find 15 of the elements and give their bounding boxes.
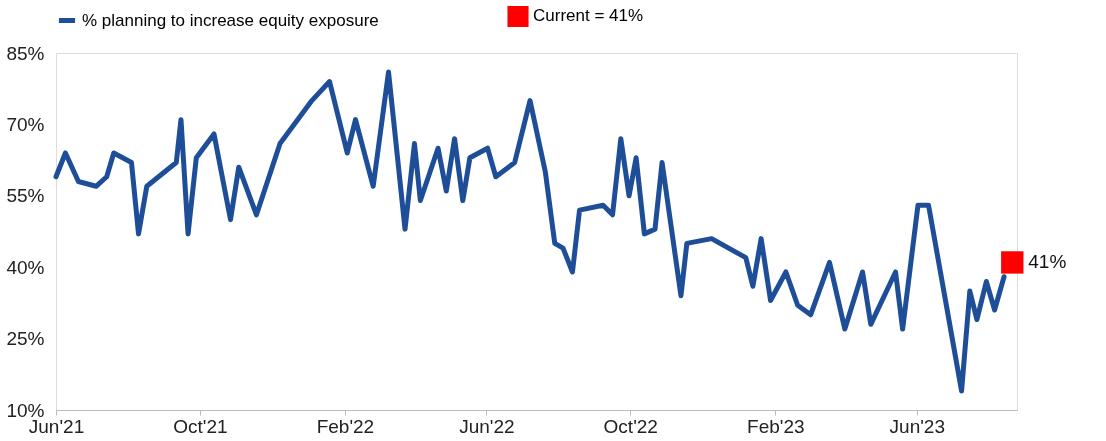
x-tick-label: Feb'23: [747, 415, 805, 437]
x-tick-label: Feb'22: [316, 415, 375, 437]
x-tick-label: Oct'21: [173, 415, 228, 437]
legend-label: Current = 41%: [533, 6, 644, 26]
y-tick-label: 55%: [6, 185, 45, 207]
legend-label: % planning to increase equity exposure: [82, 10, 379, 30]
x-tick-label: Jun'22: [459, 415, 515, 437]
y-tick-label: 40%: [6, 256, 45, 278]
x-tick-label: Jun'23: [889, 415, 945, 437]
y-tick-label: 85%: [6, 42, 45, 64]
y-tick-label: 25%: [6, 328, 45, 350]
data-label: 41%: [1028, 251, 1067, 273]
y-tick-label: 10%: [6, 399, 45, 421]
x-tick-label: Oct'22: [603, 415, 658, 437]
y-tick-label: 70%: [6, 113, 45, 135]
